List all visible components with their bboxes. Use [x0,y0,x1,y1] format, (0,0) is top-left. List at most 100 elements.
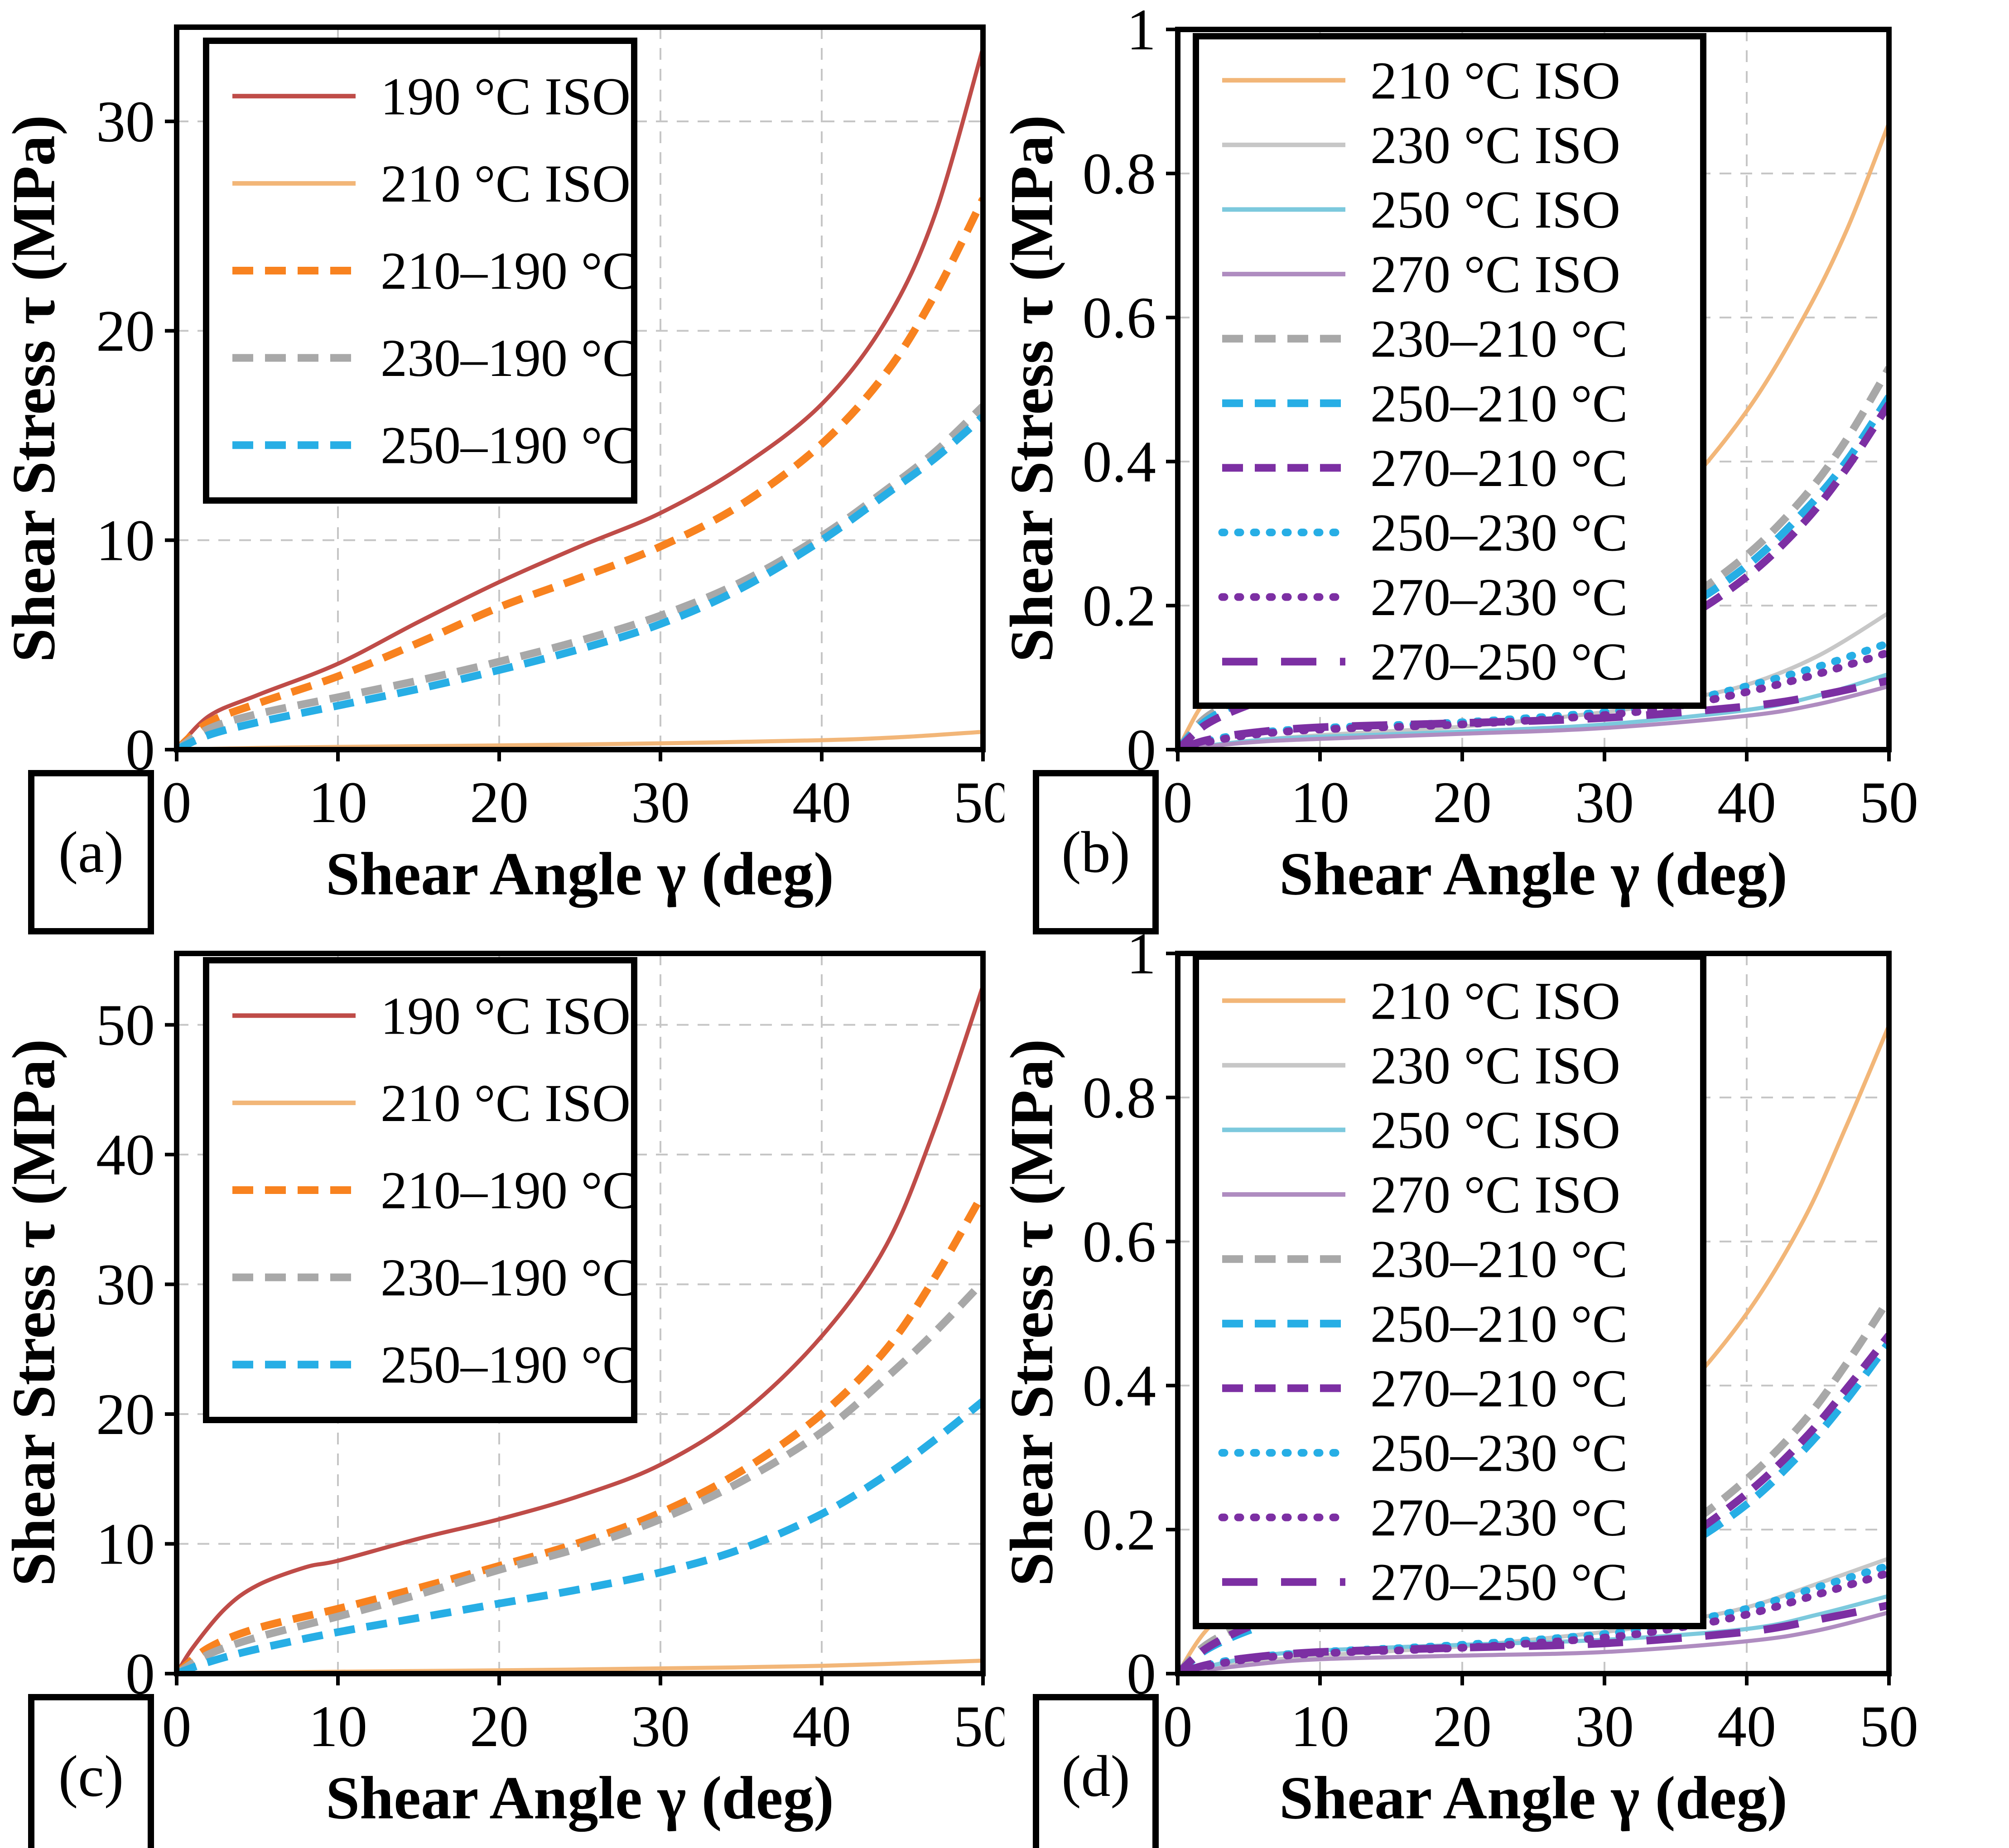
x-tick-label: 40 [1717,770,1776,835]
x-axis-title-a: Shear Angle γ (deg) [326,840,834,908]
legend-label: 210 °C ISO [381,1073,631,1133]
legend-label: 230–210 °C [1370,309,1628,369]
legend-label: 270–250 °C [1370,1553,1628,1612]
x-tick-label: 40 [1717,1694,1776,1759]
curve-270-250-c [1178,1601,1889,1674]
legend-label: 250–230 °C [1370,1424,1628,1483]
curve-190-c-iso [177,47,983,750]
legend-label: 250 °C ISO [1370,180,1620,240]
y-axis-title-a: Shear Stress τ (MPa) [0,115,68,663]
x-tick-label: 20 [470,1694,529,1759]
x-tick-label: 50 [1860,1694,1918,1759]
legend-label: 230–210 °C [1370,1230,1628,1289]
x-tick-label: 50 [954,770,1004,835]
curve-250-230-c [1178,1562,1889,1674]
x-tick-label: 20 [1433,1694,1492,1759]
panel-b: 0 10 20 30 40 50 0 0.2 0.4 0.6 0.8 1 210 °C ISO 230 °… [998,0,2009,934]
legend-label: 270–210 °C [1370,438,1628,498]
x-tick-label: 0 [1163,1694,1193,1759]
y-tick-label: 20 [96,1382,155,1447]
x-tick-label: 30 [1575,770,1634,835]
curve-270-c-iso [1178,684,1889,750]
y-tick-label: 0.4 [1083,429,1156,495]
curve-270-c-iso [1178,1610,1889,1674]
x-tick-label: 10 [1291,770,1349,835]
x-tick-label: 30 [631,770,690,835]
x-tick-label: 30 [631,1694,690,1759]
y-tick-label: 1 [1127,924,1156,987]
legend-c: 190 °C ISO 210 °C ISO 210–190 °C 230–190 °C… [203,957,638,1423]
plot-frame-a [174,24,986,752]
legend-label: 270 °C ISO [1370,245,1620,304]
x-tick-label: 0 [162,770,192,835]
y-axis-title-b: Shear Stress τ (MPa) [998,115,1066,663]
x-axis-title-b: Shear Angle γ (deg) [1279,840,1787,908]
legend-label: 270 °C ISO [1370,1165,1620,1224]
curve-210-190-c [177,197,983,750]
x-tick-label: 10 [308,1694,367,1759]
y-tick-label: 40 [96,1122,155,1188]
legend-label: 270–250 °C [1370,632,1628,692]
curve-230-190-c [177,1279,983,1674]
panel-a: 0 10 20 30 40 50 0 10 20 30 190 °C ISO 210 °C ISO 21… [0,0,1004,934]
x-tick-label: 50 [954,1694,1004,1759]
y-tick-label: 0.6 [1083,1209,1156,1275]
x-tick-label: 40 [792,770,851,835]
curve-270-250-c [1178,677,1889,750]
curve-190-c-iso [177,985,983,1674]
x-axis-title-d: Shear Angle γ (deg) [1279,1764,1787,1832]
y-tick-label: 0.2 [1083,1497,1156,1563]
legend-label: 270–230 °C [1370,568,1628,627]
legend-label: 210 °C ISO [381,154,631,213]
y-tick-label: 0.2 [1083,573,1156,639]
y-tick-label: 10 [96,508,155,573]
panel-label-c: (c) [28,1694,154,1848]
y-tick-label: 1 [1127,0,1156,63]
panel-c: 0 10 20 30 40 50 0 10 20 30 40 50 190 °C ISO 210 °C I… [0,924,1004,1848]
legend-label: 270–210 °C [1370,1359,1628,1418]
panel-label-a: (a) [28,770,154,934]
legend-label: 250–210 °C [1370,374,1628,433]
x-tick-label: 0 [1163,770,1193,835]
y-axis-title-d: Shear Stress τ (MPa) [998,1039,1066,1587]
legend-label: 210–190 °C [381,1161,638,1220]
legend-label: 230 °C ISO [1370,116,1620,175]
y-axis-title-c: Shear Stress τ (MPa) [0,1039,68,1587]
y-tick-label: 0.8 [1083,1065,1156,1131]
legend-label: 210 °C ISO [1370,971,1620,1030]
legend-label: 270–230 °C [1370,1488,1628,1547]
x-tick-label: 30 [1575,1694,1634,1759]
plot-frame-b [1175,27,1892,752]
legend-label: 230–190 °C [381,1248,638,1307]
x-tick-label: 40 [792,1694,851,1759]
curve-250-230-c [1178,639,1889,750]
y-tick-label: 20 [96,298,155,364]
x-tick-label: 50 [1860,770,1918,835]
y-tick-label: 50 [96,993,155,1058]
plot-frame-c [174,951,986,1676]
x-tick-label: 20 [1433,770,1492,835]
curve-250-190-c [177,1398,983,1674]
y-tick-label: 10 [96,1512,155,1577]
x-axis-title-c: Shear Angle γ (deg) [326,1764,834,1832]
x-tick-label: 10 [1291,1694,1349,1759]
y-tick-label: 0.4 [1083,1353,1156,1419]
legend-label: 250–190 °C [381,416,638,475]
legend-label: 190 °C ISO [381,67,631,126]
y-tick-label: 0.6 [1083,285,1156,351]
curve-250-190-c [177,414,983,750]
panel-d: 0 10 20 30 40 50 0 0.2 0.4 0.6 0.8 1 210 °C ISO 230 °… [998,924,2009,1848]
curve-210-190-c [177,1191,983,1674]
x-tick-label: 0 [162,1694,192,1759]
legend-label: 210–190 °C [381,241,638,301]
y-tick-label: 0.8 [1083,141,1156,207]
panel-label-d: (d) [1033,1694,1159,1848]
